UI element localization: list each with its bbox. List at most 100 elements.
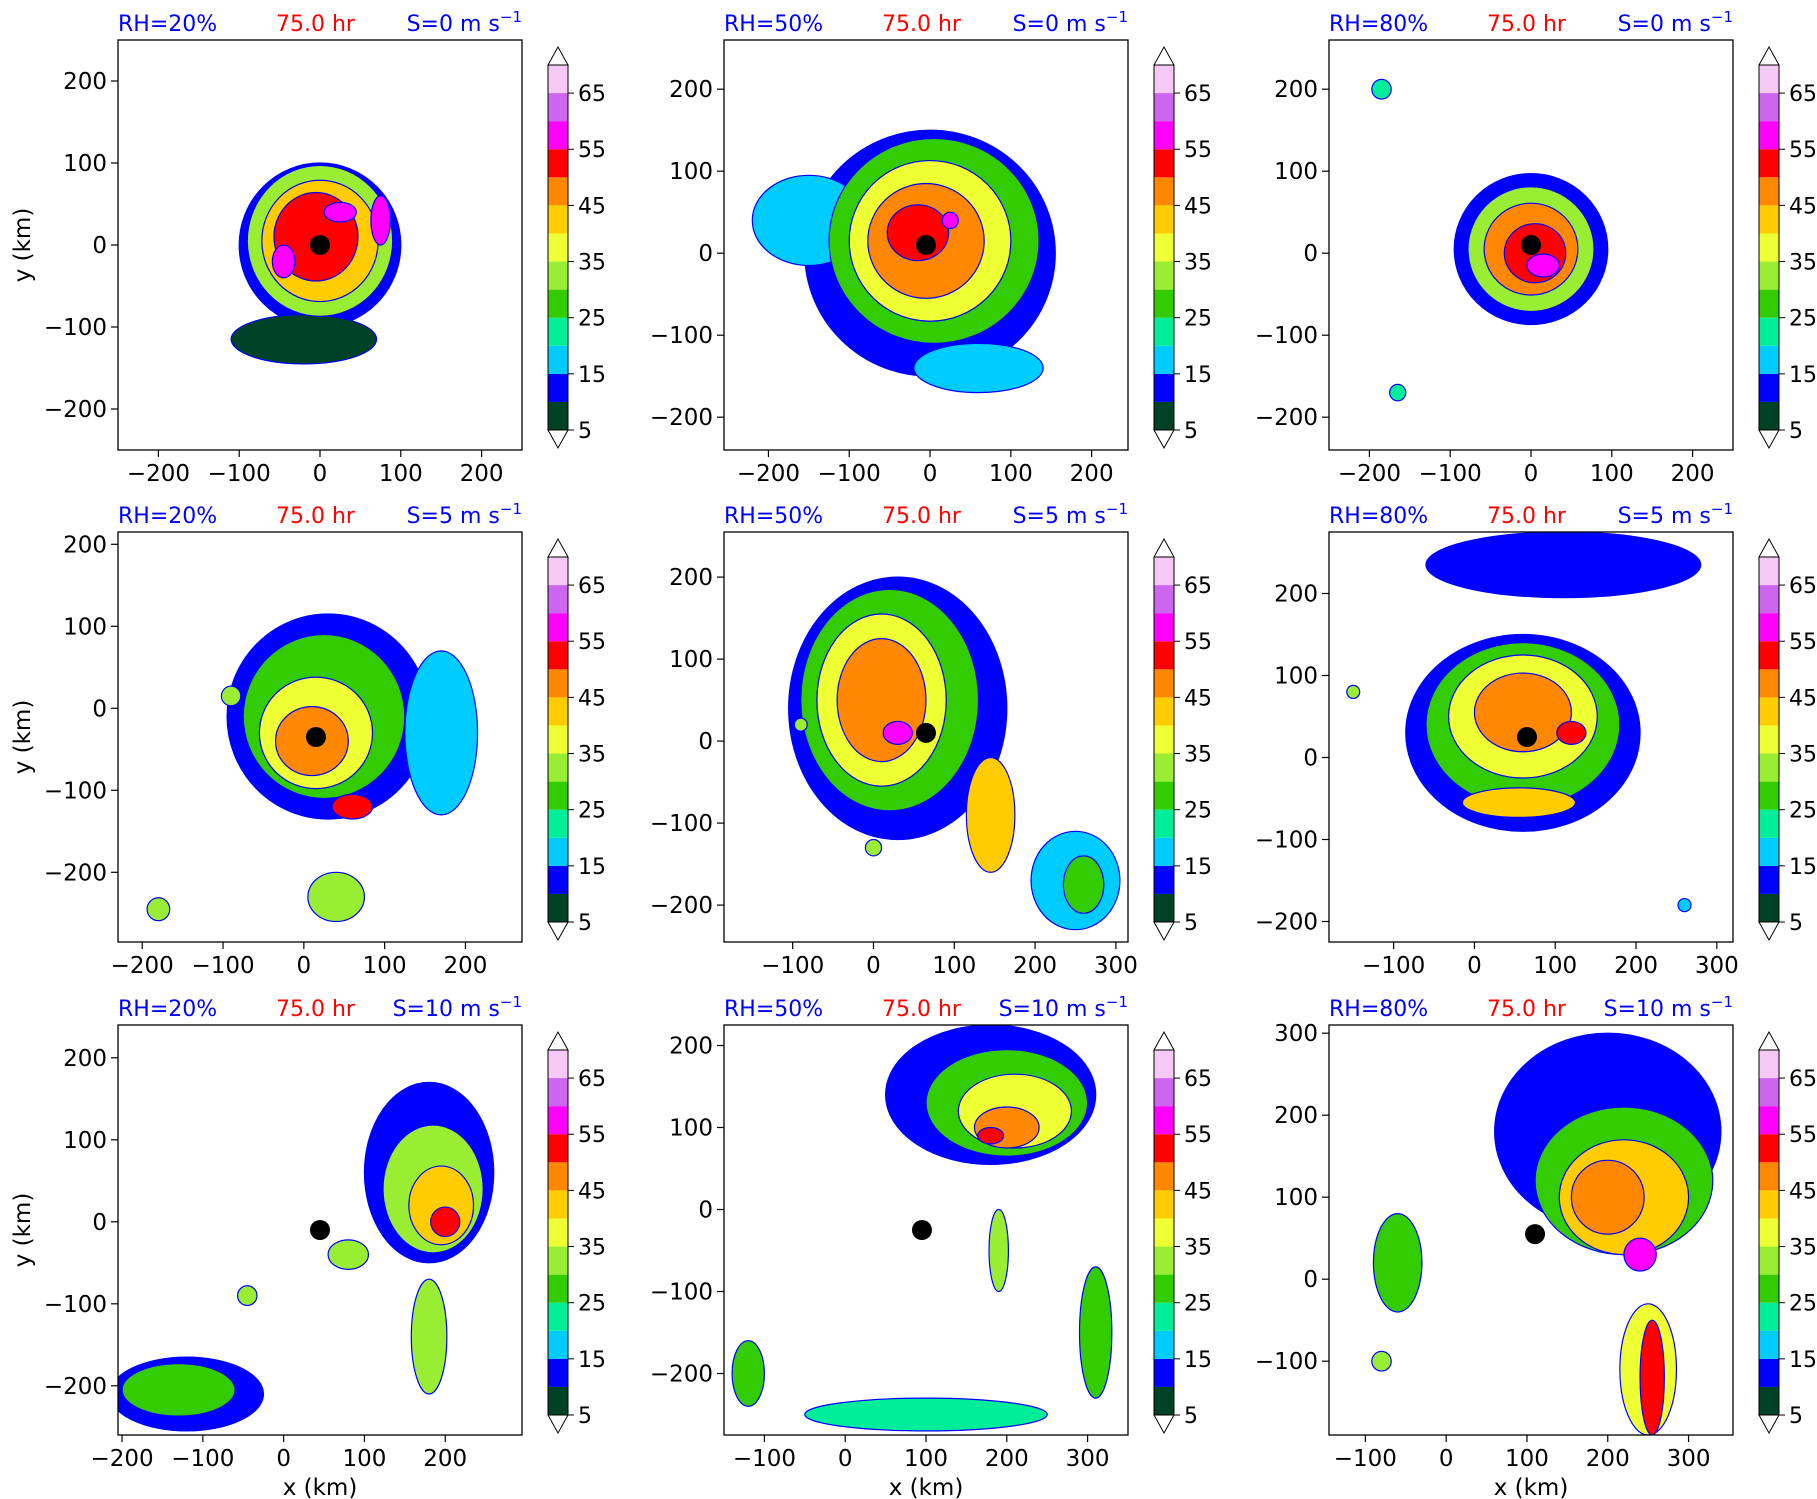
y-tick-label: −100 [1255,828,1318,854]
shear-label: S=5 m s−1 [407,500,522,529]
colorbar-frame [1153,556,1175,923]
reflectivity-region [1461,787,1577,818]
reflectivity-region [1371,1350,1392,1372]
y-tick-label: 100 [669,159,713,185]
colorbar-segment [548,65,568,94]
reflectivity-region [864,838,883,857]
shear-label: S=10 m s−1 [999,993,1128,1022]
x-tick-label: 100 [342,1446,386,1472]
colorbar: 5 15 25 35 45 55 65 [1153,45,1212,450]
colorbar-segment [548,345,568,374]
colorbar: 5 15 25 35 45 55 65 [547,45,606,450]
colorbar-tick-label: 45 [1184,686,1212,711]
colorbar-segment [1154,697,1174,726]
colorbar-segment [1759,1246,1779,1275]
colorbar-segment [548,1078,568,1107]
colorbar-segment [1759,837,1779,866]
colorbar-segment [1154,1050,1174,1079]
y-tick-label: 100 [669,647,713,673]
colorbar-segment [1759,1106,1779,1135]
storm-center-marker [916,235,936,255]
colorbar-segment [1154,893,1174,922]
colorbar-segment [1759,557,1779,586]
y-tick-label: −200 [44,397,107,423]
colorbar-tick-label: 35 [1184,1236,1212,1261]
colorbar-segment [548,1246,568,1275]
rh-label: RH=80% [1329,504,1428,529]
colorbar-tick-label: 15 [578,363,606,388]
colorbar-segment [1154,373,1174,402]
colorbar-extend-min [1758,429,1780,450]
x-tick-label: 300 [1066,1446,1110,1472]
colorbar-segment [548,557,568,586]
colorbar-segment [548,753,568,782]
colorbar-segment [548,1218,568,1247]
colorbar-segment [1154,1106,1174,1135]
x-tick-label: −200 [127,461,190,487]
panel-0-0: −200 −100 0 100 200 −200 −100 0 100 200 RH=20% 75.0… [10,8,606,487]
colorbar-segment [1759,93,1779,122]
shear-label-exponent: −1 [1106,500,1128,518]
plot-frame [117,1024,523,1436]
x-tick-label: −100 [1334,1446,1397,1472]
y-tick-label: 0 [698,729,713,755]
x-tick-label: 200 [1671,461,1715,487]
reflectivity-region [1346,684,1361,700]
colorbar-segment [548,261,568,290]
colorbar-tick-label: 35 [1789,1236,1817,1261]
panel-1-0: −200 −100 0 100 200 −200 −100 0 100 200 RH=20% 75.0… [10,500,606,979]
colorbar-segment [1154,261,1174,290]
x-tick-label: 0 [1439,1446,1454,1472]
x-tick-label: 0 [276,1446,291,1472]
colorbar-segment [1154,401,1174,430]
colorbar-tick-label: 5 [1184,1404,1198,1429]
x-tick-label: −100 [1419,461,1482,487]
colorbar-segment [1759,865,1779,894]
colorbar-tick-label: 5 [1789,419,1803,444]
reflectivity-field [1346,532,1702,913]
y-tick-label: 100 [1274,159,1318,185]
shear-label-text: S=5 m s [1013,504,1106,529]
time-label: 75.0 hr [276,997,356,1022]
y-tick-label: 100 [1274,1185,1318,1211]
y-tick-label: 100 [669,1116,713,1142]
y-tick-label: 200 [63,69,107,95]
y-tick-label: 100 [1274,664,1318,690]
time-label: 75.0 hr [1487,12,1567,37]
colorbar-segment [1759,613,1779,642]
colorbar-segment [1759,753,1779,782]
colorbar-segment [1759,669,1779,698]
shear-label-exponent: −1 [1711,500,1733,518]
colorbar-segment [1759,1162,1779,1191]
colorbar-segment [548,865,568,894]
colorbar-segment [1759,641,1779,670]
reflectivity-region [410,1278,448,1395]
colorbar-segment [548,697,568,726]
colorbar-extend-max [1758,537,1780,558]
panel-2-1: −100 0 100 200 300 −200 −100 0 100 200 RH=50% 75.0 … [650,993,1212,1499]
y-tick-label: 300 [1274,1021,1318,1047]
colorbar-segment [548,1330,568,1359]
shear-label: S=0 m s−1 [1618,8,1733,37]
colorbar-tick-label: 15 [1789,855,1817,880]
x-tick-label: −200 [90,1446,153,1472]
colorbar-tick-label: 55 [578,630,606,655]
colorbar-segment [1154,865,1174,894]
colorbar-segment [1759,585,1779,614]
reflectivity-region [121,1363,236,1417]
colorbar-extend-min [1153,1414,1175,1435]
panel-2-0: −200 −100 0 100 200 −200 −100 0 100 200 RH=20% 75.0… [10,993,606,1499]
colorbar-tick-label: 5 [1184,419,1198,444]
reflectivity-region [323,201,357,223]
colorbar-tick-label: 55 [1789,630,1817,655]
colorbar-extend-max [1153,537,1175,558]
y-tick-label: 0 [92,233,107,259]
reflectivity-region [271,244,296,279]
colorbar-tick-label: 65 [578,574,606,599]
shear-label: S=10 m s−1 [393,993,522,1022]
colorbar-extend-max [547,537,569,558]
colorbar-tick-label: 55 [578,138,606,163]
storm-center-marker [916,722,936,743]
reflectivity-region [882,720,913,745]
